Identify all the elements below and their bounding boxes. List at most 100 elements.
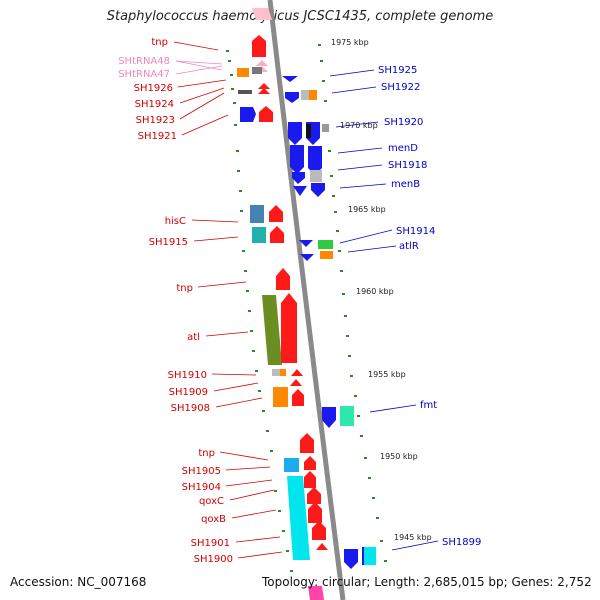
- label-sh1918: SH1918: [388, 160, 427, 171]
- label-sh1905: SH1905: [182, 466, 221, 477]
- label-sh1899: SH1899: [442, 537, 481, 548]
- label-sh1909: SH1909: [169, 387, 208, 398]
- leader-line: [213, 382, 259, 392]
- leader-line: [177, 79, 227, 88]
- tick-mark: [234, 124, 237, 126]
- leader-line: [219, 451, 269, 461]
- gene-sh1910-orange: [280, 369, 286, 376]
- tick-mark: [368, 477, 371, 479]
- label-sh1921: SH1921: [138, 131, 177, 142]
- tick-mark: [340, 270, 343, 272]
- tick-mark: [231, 88, 234, 90]
- leader-line: [225, 479, 273, 487]
- label-sh1925: SH1925: [378, 65, 417, 76]
- leader-line: [231, 509, 277, 519]
- tick-mark: [248, 310, 251, 312]
- reverse-strand-genes: [282, 76, 376, 569]
- tick-mark: [328, 150, 331, 152]
- gene-qoxc: [307, 487, 321, 504]
- label-atl: atl: [187, 332, 200, 343]
- label-tnp-1: tnp: [151, 37, 168, 48]
- tick-mark: [336, 230, 339, 232]
- tick-label: 1960 kbp: [356, 287, 394, 296]
- tick-label: 1970 kbp: [340, 121, 378, 130]
- leader-line: [229, 489, 275, 501]
- label-sh1922: SH1922: [381, 82, 420, 93]
- gene-gray-2: [322, 124, 329, 132]
- gene-blue-1: [240, 107, 256, 122]
- leader-line: [197, 281, 247, 288]
- gene-trna48: [256, 60, 268, 66]
- label-sh1900: SH1900: [194, 554, 233, 565]
- label-tnp-3: tnp: [198, 448, 215, 459]
- leader-line: [337, 147, 383, 154]
- gene-sh1921: [259, 106, 273, 122]
- tick-mark: [226, 50, 229, 52]
- tick-mark: [278, 510, 281, 512]
- gene-sh1922-a: [285, 92, 299, 103]
- leader-line: [215, 397, 263, 408]
- gene-gray-1: [252, 67, 262, 74]
- leader-line: [237, 551, 283, 559]
- gene-tnp-low: [300, 433, 314, 453]
- tick-mark: [380, 540, 383, 542]
- gene-sh1899-dark: [362, 547, 364, 565]
- tick-mark: [242, 250, 245, 252]
- label-sh1904: SH1904: [182, 482, 221, 493]
- label-sh1923: SH1923: [136, 115, 175, 126]
- tick-mark: [357, 415, 360, 417]
- label-tnp-2: tnp: [176, 283, 193, 294]
- gene-sh1924: [258, 83, 270, 89]
- tick-mark: [342, 293, 345, 295]
- label-menb: menB: [391, 179, 420, 190]
- tick-mark: [230, 74, 233, 76]
- leader-line: [179, 92, 225, 120]
- gene-menb-b: [311, 183, 325, 197]
- gene-tnp-mid: [276, 268, 290, 290]
- tick-label: 1945 kbp: [394, 533, 432, 542]
- tick-mark: [334, 211, 337, 213]
- left-labels: tnp SHtRNA48 SHtRNA47 SH1926 SH1924 SH19…: [118, 37, 283, 565]
- tick-mark: [274, 490, 277, 492]
- tick-mark: [344, 315, 347, 317]
- label-sh1908: SH1908: [171, 403, 210, 414]
- gene-tnp-top: [252, 35, 266, 57]
- leader-line: [205, 331, 249, 337]
- tick-mark: [233, 102, 236, 104]
- gene-orange-1: [237, 68, 249, 77]
- gene-sh1909: [290, 379, 302, 386]
- tick-mark: [324, 100, 327, 102]
- label-shtrna47: SHtRNA47: [118, 69, 170, 80]
- tick-mark: [258, 390, 261, 392]
- leader-line: [175, 65, 223, 75]
- tick-mark: [252, 350, 255, 352]
- right-labels: SH1925 SH1922 SH1920 menD SH1918 menB SH…: [329, 65, 481, 551]
- gene-dark-1: [306, 124, 311, 138]
- label-sh1914: SH1914: [396, 226, 435, 237]
- tick-mark: [240, 210, 243, 212]
- leader-line: [335, 121, 379, 128]
- tick-mark: [364, 457, 367, 459]
- label-fmt: fmt: [420, 400, 437, 411]
- gene-sh1914-a: [299, 240, 313, 247]
- gene-sh1900: [316, 543, 328, 550]
- outer-tick-ring: [318, 44, 387, 562]
- tick-mark: [384, 560, 387, 562]
- tick-mark: [244, 270, 247, 272]
- gene-atl-olive: [262, 295, 282, 365]
- leader-line: [175, 60, 223, 65]
- gene-sh1904: [304, 471, 316, 488]
- leader-line: [331, 86, 377, 94]
- leader-line: [175, 60, 223, 71]
- tick-mark: [237, 170, 240, 172]
- gene-sh1918: [308, 146, 322, 175]
- gene-sh1922-gray: [301, 90, 309, 100]
- tick-mark: [320, 60, 323, 62]
- tick-mark: [332, 195, 335, 197]
- label-sh1924: SH1924: [135, 99, 174, 110]
- gene-sh1922-orange: [309, 90, 317, 100]
- tick-mark: [228, 60, 231, 62]
- gene-sh1920: [288, 122, 302, 145]
- leader-line: [179, 87, 225, 104]
- label-qoxc: qoxC: [199, 496, 224, 507]
